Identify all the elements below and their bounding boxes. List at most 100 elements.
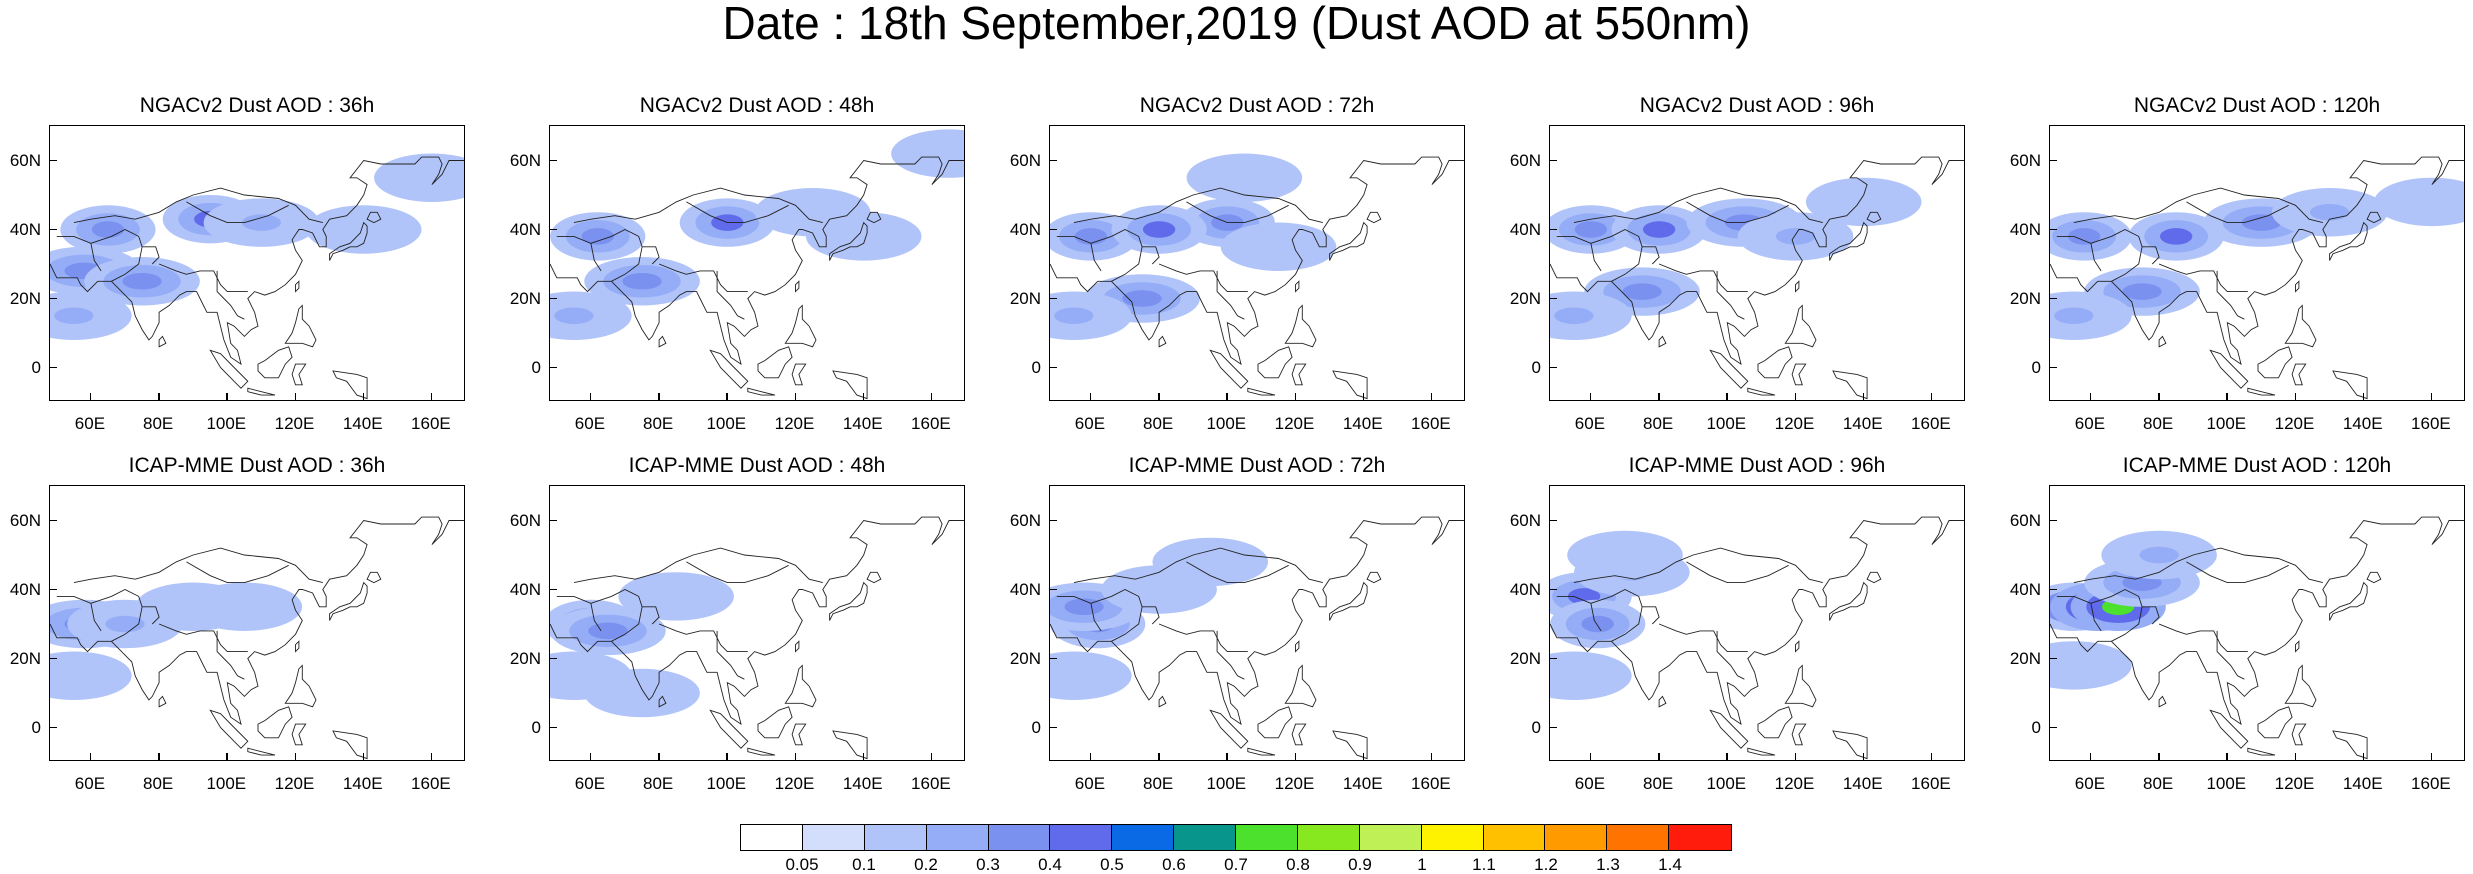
coastline xyxy=(50,156,464,366)
x-tick-mark xyxy=(1930,753,1933,761)
y-tick-mark xyxy=(549,657,557,659)
island-outline xyxy=(1866,211,1882,224)
x-tick-label: 140E xyxy=(842,414,883,433)
x-tick-label: 60E xyxy=(1074,414,1106,433)
map-panel xyxy=(1049,485,1465,761)
dust-blob xyxy=(1642,221,1676,238)
country-border xyxy=(2056,595,2102,632)
y-tick-label: 40N xyxy=(1509,579,1541,599)
dust-blob xyxy=(1054,307,1094,324)
map-svg xyxy=(50,516,464,760)
y-tick-label: 40N xyxy=(1509,219,1541,239)
map-panel xyxy=(1549,485,1965,761)
island-outline xyxy=(2366,571,2382,584)
colorbar-label: 0.5 xyxy=(1100,855,1124,874)
x-tick-label: 80E xyxy=(642,774,674,793)
country-border xyxy=(2056,235,2102,272)
x-tick-mark xyxy=(1794,753,1796,761)
x-tick-label: 140E xyxy=(1842,774,1883,793)
y-tick-mark xyxy=(49,297,57,299)
country-border xyxy=(2090,228,2143,282)
island-outline xyxy=(158,335,167,348)
island-outline xyxy=(1658,335,1667,348)
country-border xyxy=(158,263,248,293)
dust-blob xyxy=(54,667,94,684)
y-tick-label: 40N xyxy=(509,579,541,599)
x-tick-mark xyxy=(1430,753,1433,761)
x-tick-mark xyxy=(89,753,92,761)
map-svg xyxy=(2050,516,2464,760)
colorbar-swatch xyxy=(1607,825,1670,850)
y-tick-mark xyxy=(1049,228,1057,230)
island-outline xyxy=(832,370,868,400)
x-tick-label: 80E xyxy=(142,414,174,433)
x-tick-label: 120E xyxy=(2274,414,2315,433)
x-tick-mark xyxy=(1430,393,1433,401)
country-border xyxy=(56,595,102,632)
x-tick-mark xyxy=(1589,393,1592,401)
x-tick-mark xyxy=(294,393,296,401)
island-outline xyxy=(247,747,276,756)
x-tick-label: 100E xyxy=(706,414,747,433)
dust-blob xyxy=(1142,221,1176,238)
island-outline xyxy=(2158,335,2167,348)
colorbar-label: 0.8 xyxy=(1286,855,1310,874)
x-tick-mark xyxy=(794,393,796,401)
island-outline xyxy=(295,640,300,653)
island-outline xyxy=(284,664,317,708)
x-tick-mark xyxy=(2089,393,2092,401)
island-outline xyxy=(2329,581,2368,621)
y-tick-mark xyxy=(1549,519,1557,521)
country-border xyxy=(1142,606,1160,625)
x-tick-label: 160E xyxy=(1411,774,1451,793)
country-border xyxy=(90,228,143,282)
dust-blob xyxy=(91,221,125,238)
island-outline xyxy=(1291,723,1307,746)
island-outline xyxy=(1757,346,1793,379)
panel-title: ICAP-MME Dust AOD : 36h xyxy=(128,454,386,477)
island-outline xyxy=(1747,747,1776,756)
y-tick-label: 20N xyxy=(2009,288,2041,308)
y-tick-label: 20N xyxy=(509,288,541,308)
y-tick-mark xyxy=(2049,297,2057,299)
y-tick-mark xyxy=(49,159,57,161)
y-tick-mark xyxy=(1549,726,1557,728)
y-tick-label: 20N xyxy=(1509,288,1541,308)
x-tick-label: 120E xyxy=(1274,774,1315,793)
y-tick-mark xyxy=(1549,366,1557,368)
x-tick-label: 160E xyxy=(1411,414,1451,433)
map-svg xyxy=(550,516,964,760)
dust-blob xyxy=(588,622,628,640)
y-tick-mark xyxy=(549,159,557,161)
y-tick-label: 20N xyxy=(1009,648,1041,668)
x-tick-label: 60E xyxy=(574,774,606,793)
island-outline xyxy=(2247,387,2276,396)
country-border xyxy=(1590,588,1643,642)
x-tick-mark xyxy=(1362,753,1365,761)
country-border xyxy=(573,547,823,584)
coastline xyxy=(550,156,964,366)
island-outline xyxy=(291,363,307,386)
island-outline xyxy=(1658,695,1667,708)
island-outline xyxy=(1784,304,1817,348)
x-tick-mark xyxy=(226,393,228,401)
x-tick-mark xyxy=(1930,393,1933,401)
island-outline xyxy=(1209,349,1249,389)
dust-blob xyxy=(1622,283,1662,300)
x-tick-label: 120E xyxy=(1274,414,1315,433)
country-border xyxy=(216,270,245,320)
dust-blob xyxy=(622,684,662,702)
x-tick-mark xyxy=(430,393,433,401)
y-tick-label: 0 xyxy=(1531,357,1541,377)
x-tick-mark xyxy=(1158,393,1160,401)
island-outline xyxy=(2332,730,2368,760)
country-border xyxy=(1073,547,1323,584)
dust-blob xyxy=(2241,214,2282,231)
x-tick-mark xyxy=(862,753,865,761)
colorbar-swatch xyxy=(926,825,989,850)
colorbar-label: 1 xyxy=(1417,855,1427,874)
coastline xyxy=(1050,516,1464,726)
y-tick-mark xyxy=(49,726,57,728)
x-tick-label: 120E xyxy=(774,774,815,793)
x-tick-label: 140E xyxy=(2342,774,2383,793)
